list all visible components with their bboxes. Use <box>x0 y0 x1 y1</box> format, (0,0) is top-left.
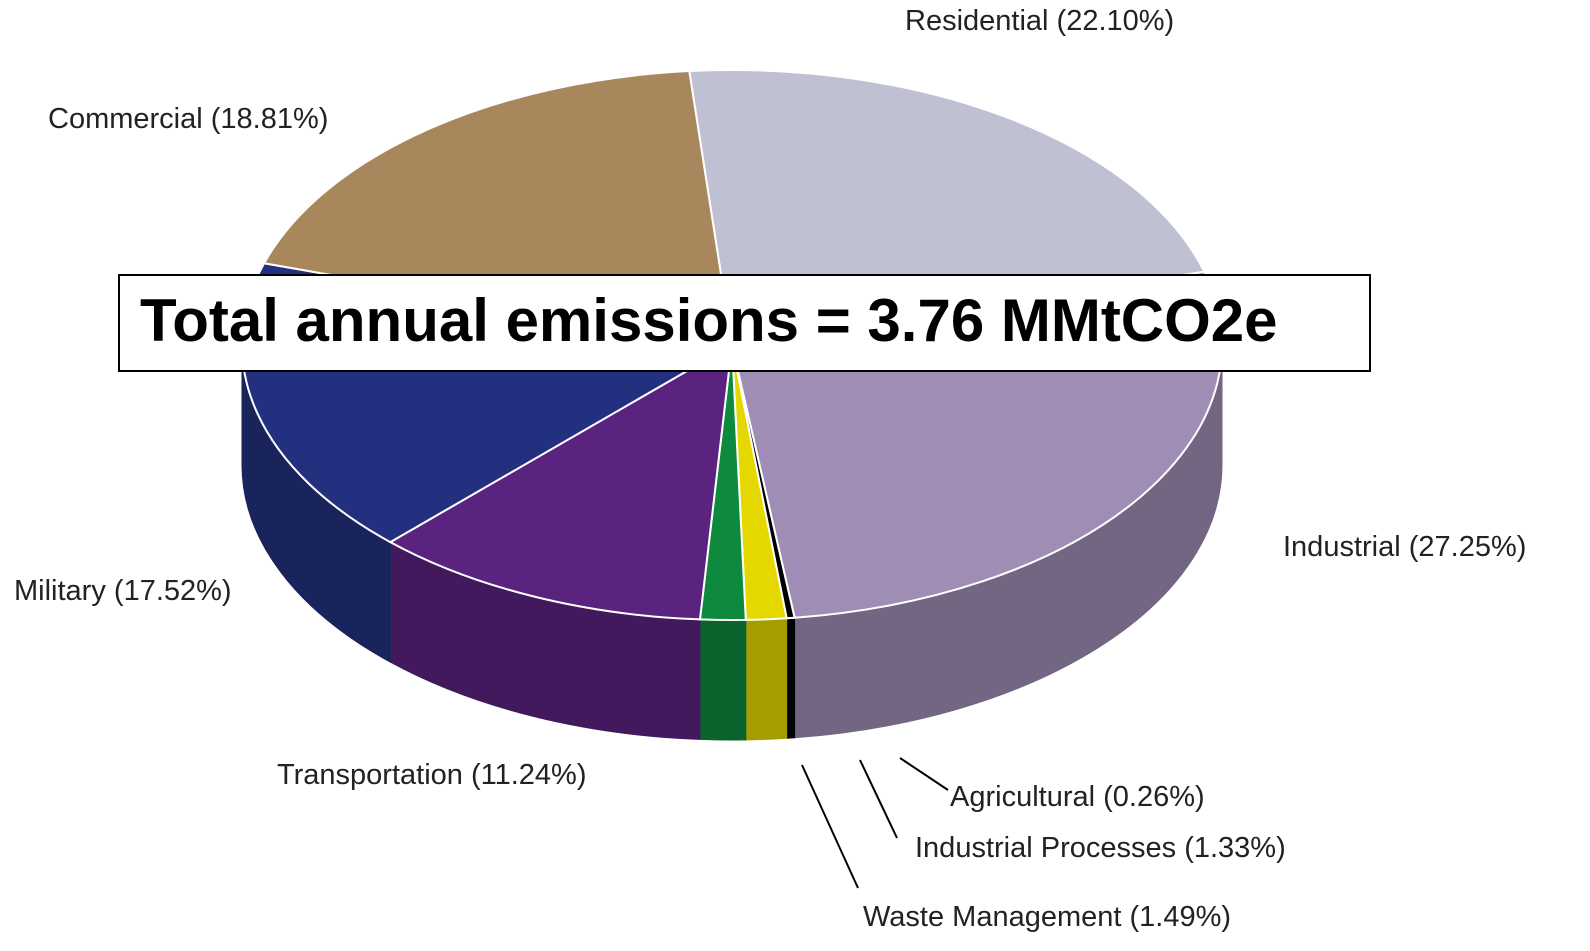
category-name: Residential <box>905 5 1048 37</box>
annotation: Total annual emissions = 3.76 MMtCO2e <box>140 287 1278 354</box>
category-name: Military <box>14 575 106 607</box>
value-label: (27.25%) <box>1409 531 1527 563</box>
annotation-box: Total annual emissions = 3.76 MMtCO2e <box>118 274 1371 372</box>
value-label: (22.10%) <box>1057 5 1175 37</box>
category-name: Transportation <box>277 759 463 791</box>
slice-label: Military (17.52%) <box>14 575 232 607</box>
category-name: Waste Management <box>863 901 1121 933</box>
slice-side <box>699 618 747 741</box>
labels: Residential (22.10%) Industrial (27.25%) A… <box>14 5 1526 933</box>
category-name: Commercial <box>48 103 203 135</box>
slice-label: Waste Management (1.49%) <box>863 901 1231 933</box>
value-label: (0.26%) <box>1103 781 1205 813</box>
category-name: Agricultural <box>950 781 1095 813</box>
slice-label: Residential (22.10%) <box>905 5 1174 37</box>
value-label: (11.24%) <box>471 759 587 791</box>
leader-line <box>859 759 898 839</box>
category-name: Industrial <box>1283 531 1401 563</box>
leader-line <box>899 757 949 791</box>
slice-side <box>786 617 796 739</box>
slice-label: Transportation (11.24%) <box>277 759 587 791</box>
leader-line <box>801 764 859 889</box>
value-label: (18.81%) <box>211 103 329 135</box>
slice-side <box>745 617 788 741</box>
value-label: (17.52%) <box>114 575 232 607</box>
slice <box>388 343 734 621</box>
category-name: Industrial Processes <box>915 832 1176 864</box>
value-label: (1.49%) <box>1130 901 1232 933</box>
annotation-frame <box>118 274 1371 372</box>
slice-label: Industrial (27.25%) <box>1283 531 1526 563</box>
slice-label: Agricultural (0.26%) <box>950 781 1205 813</box>
pie <box>241 69 1223 741</box>
slice-label: Industrial Processes (1.33%) <box>915 832 1286 864</box>
value-label: (1.33%) <box>1184 832 1286 864</box>
slice-label: Commercial (18.81%) <box>48 103 328 135</box>
